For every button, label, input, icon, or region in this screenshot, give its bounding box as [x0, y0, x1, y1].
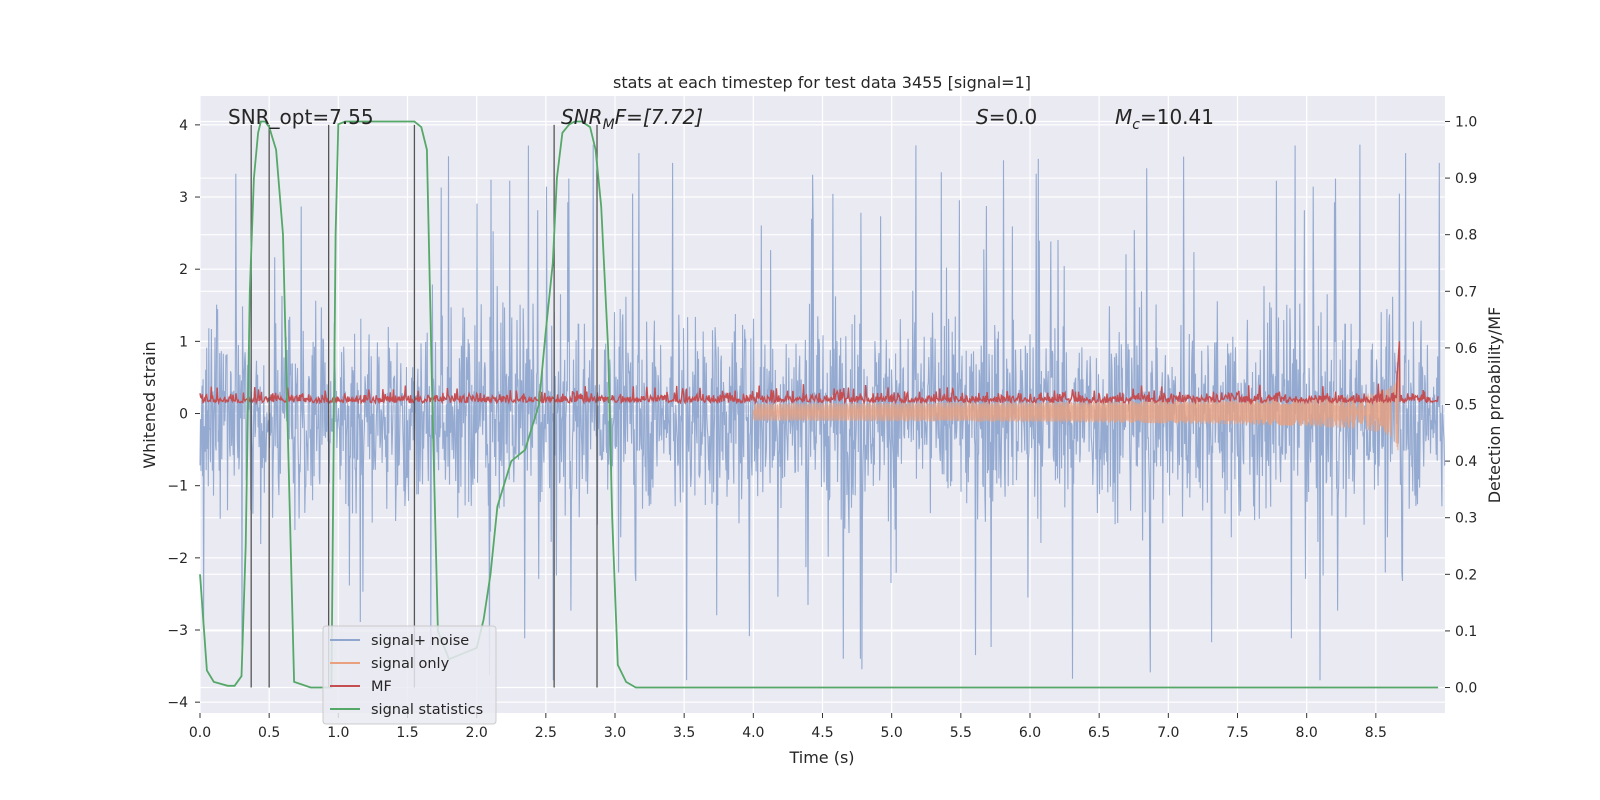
annotation-snr-mf: SNRMF=[7.72] — [561, 105, 703, 133]
y-tick-label-left: −3 — [167, 623, 188, 639]
y-tick-label-left: 3 — [179, 190, 188, 206]
y-tick-label-right: 0.6 — [1455, 341, 1477, 357]
x-tick-label: 5.5 — [950, 725, 972, 741]
x-tick-label: 1.0 — [327, 725, 349, 741]
x-tick-label: 6.5 — [1088, 725, 1110, 741]
axis-ticks: 0.0 0.5 1.0 1.5 2.0 2.5 3.0 3.5 4.0 4.5 5.0 5.5 6.0 6… — [167, 114, 1477, 741]
y-tick-label-right: 0.0 — [1455, 681, 1477, 697]
legend-label-signal-noise: signal+ noise — [371, 633, 469, 649]
series-signal-noise — [199, 144, 1446, 681]
y-tick-label-left: −4 — [167, 695, 188, 711]
y-tick-label-right: 0.5 — [1455, 398, 1477, 414]
annotation-mc-sub: c — [1132, 117, 1140, 133]
annotation-snr-opt: SNR_opt=7.55 — [228, 105, 374, 129]
annotation-s: S=0.0 — [976, 105, 1037, 129]
y-axis-label-left: Whitened strain — [140, 341, 159, 468]
signal-only-line — [752, 368, 1400, 451]
annotation-snr-mf-suffix: F=[7.72] — [615, 105, 703, 129]
legend-label-signal-only: signal only — [371, 656, 450, 672]
y-tick-label-right: 0.3 — [1455, 511, 1477, 527]
annotation-s-val: =0.0 — [989, 105, 1038, 129]
y-tick-label-right: 0.9 — [1455, 171, 1477, 187]
x-tick-label: 4.5 — [811, 725, 833, 741]
y-tick-label-right: 0.1 — [1455, 624, 1477, 640]
vertical-markers — [250, 124, 598, 688]
x-tick-label: 8.5 — [1365, 725, 1387, 741]
mf-line — [199, 341, 1439, 406]
y-tick-label-left: 4 — [179, 118, 188, 134]
chart-title: stats at each timestep for test data 345… — [613, 73, 1031, 92]
annotation-mc-sym: M — [1115, 105, 1132, 129]
x-tick-label: 2.5 — [535, 725, 557, 741]
series-mf — [199, 341, 1439, 406]
legend-label-signal-statistics: signal statistics — [371, 702, 483, 718]
x-tick-label: 5.0 — [881, 725, 903, 741]
x-tick-label: 8.0 — [1296, 725, 1318, 741]
x-tick-label: 7.5 — [1226, 725, 1248, 741]
x-tick-label: 3.0 — [604, 725, 626, 741]
y-tick-label-left: 0 — [179, 407, 188, 423]
legend-box — [322, 625, 497, 725]
legend-label-mf: MF — [371, 679, 392, 695]
x-tick-label: 0.5 — [258, 725, 280, 741]
y-tick-label-right: 0.8 — [1455, 228, 1477, 244]
legend: signal+ noise signal only MF signal stat… — [322, 625, 497, 725]
x-tick-label: 3.5 — [673, 725, 695, 741]
x-tick-label: 1.5 — [396, 725, 418, 741]
x-tick-label: 7.0 — [1157, 725, 1179, 741]
annotation-s-sym: S — [976, 105, 989, 129]
y-tick-label-left: −2 — [167, 551, 188, 567]
x-tick-label: 0.0 — [189, 725, 211, 741]
y-tick-label-right: 0.2 — [1455, 567, 1477, 583]
y-tick-label-right: 1.0 — [1455, 114, 1477, 130]
annotation-mc: Mc=10.41 — [1115, 105, 1214, 133]
annotation-snr-mf-sub: M — [603, 117, 615, 133]
y-tick-label-left: 2 — [179, 262, 188, 278]
y-tick-label-left: −1 — [167, 479, 188, 495]
series-signal-only — [752, 368, 1400, 451]
y-tick-label-left: 1 — [179, 334, 188, 350]
x-tick-label: 2.0 — [466, 725, 488, 741]
annotation-mc-val: =10.41 — [1140, 105, 1214, 129]
y-axis-label-right: Detection probability/MF — [1485, 307, 1504, 504]
x-tick-label: 6.0 — [1019, 725, 1041, 741]
x-axis-label: Time (s) — [788, 748, 854, 767]
signal-noise-line — [199, 144, 1446, 681]
x-tick-label: 4.0 — [742, 725, 764, 741]
y-tick-label-right: 0.7 — [1455, 284, 1477, 300]
annotation-snr-mf-prefix: SNR — [561, 105, 603, 129]
y-tick-label-right: 0.4 — [1455, 454, 1477, 470]
